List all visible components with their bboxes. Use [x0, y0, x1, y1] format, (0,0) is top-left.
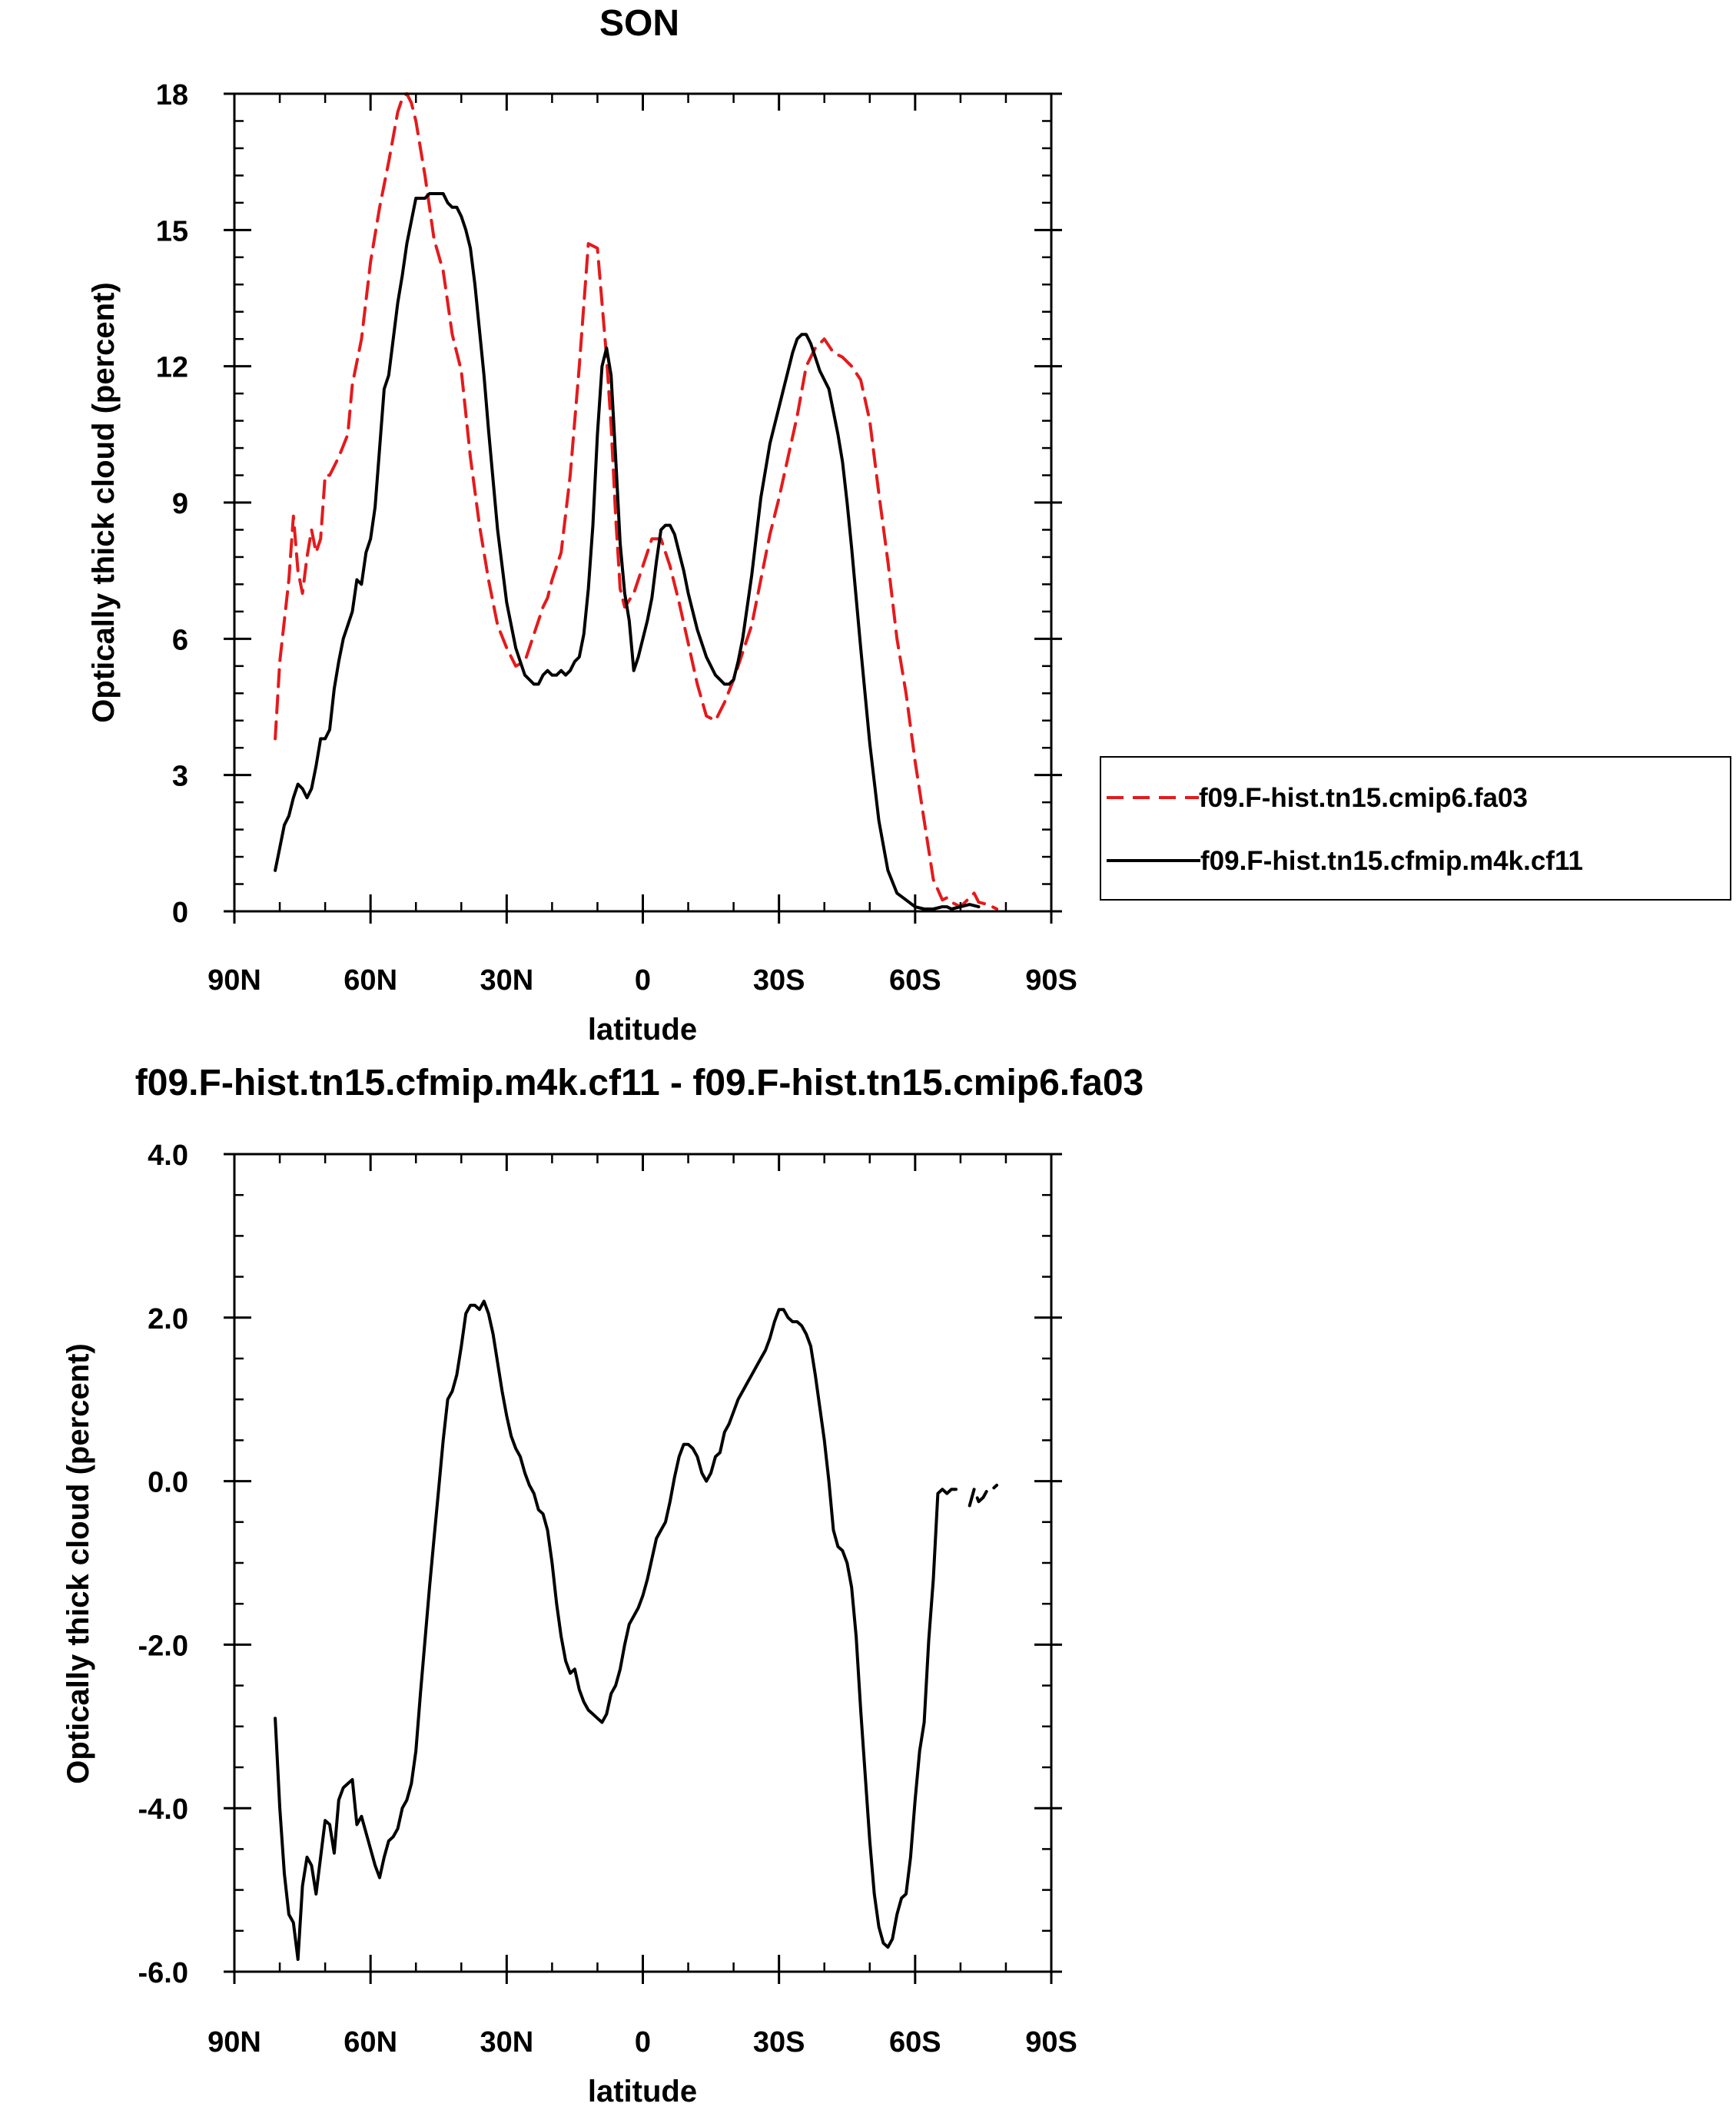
- x-tick-labels: 90N 60N 30N 0 30S 60S 90S: [207, 964, 1077, 997]
- x-axis-title: latitude: [588, 2075, 697, 2108]
- y-axis-title: Optically thick cloud (percent): [87, 282, 121, 722]
- x-tick-label: 30N: [480, 2026, 533, 2059]
- x-tick-labels: 90N 60N 30N 0 30S 60S 90S: [207, 2026, 1077, 2059]
- tick-marks: [224, 92, 1062, 924]
- x-tick-label: 90S: [1025, 2026, 1077, 2059]
- chart-title: SON: [599, 3, 679, 44]
- y-tick-labels: -6.0 -4.0 -2.0 0.0 2.0 4.0: [138, 1140, 188, 1989]
- y-tick-label: 9: [172, 488, 188, 520]
- top-series-group: [274, 92, 999, 911]
- bottom-series-line-0: [274, 1299, 958, 1961]
- chart-title: f09.F-hist.tn15.cfmip.m4k.cf11 - f09.F-h…: [135, 1063, 1144, 1103]
- y-tick-label: -6.0: [138, 1957, 188, 1989]
- legend: f09.F-hist.tn15.cmip6.fa03 f09.F-hist.tn…: [1100, 756, 1731, 901]
- y-tick-labels: 0 3 6 9 12 15 18: [156, 79, 188, 929]
- top-series-line-0: [274, 92, 999, 911]
- y-axis-title: Optically thick cloud (percent): [61, 1343, 95, 1783]
- top-series-line-1: [274, 192, 981, 911]
- x-axis-title: latitude: [588, 1013, 697, 1047]
- tick-marks: [224, 1153, 1062, 1984]
- top-chart: SON 90N 60N 30N 0 30S 60S 90S 0 3 6 9 12 15 18 latit…: [87, 3, 1731, 1047]
- y-tick-label: 4.0: [148, 1140, 188, 1172]
- x-tick-label: 60S: [889, 2026, 941, 2059]
- x-tick-label: 90N: [207, 2026, 261, 2059]
- bottom-series-line-1: [968, 1483, 999, 1508]
- legend-box: [1100, 756, 1731, 901]
- bottom-chart: f09.F-hist.tn15.cfmip.m4k.cf11 - f09.F-h…: [61, 1063, 1144, 2108]
- x-tick-label: 30S: [753, 2026, 805, 2059]
- bottom-series-group: [274, 1299, 999, 1961]
- legend-label-cfmip-m4k-cf11: f09.F-hist.tn15.cfmip.m4k.cf11: [1200, 846, 1583, 876]
- y-tick-label: 6: [172, 624, 188, 656]
- x-tick-label: 0: [635, 2026, 651, 2059]
- y-tick-label: -4.0: [138, 1793, 188, 1826]
- y-tick-label: -2.0: [138, 1630, 188, 1662]
- y-tick-label: 3: [172, 761, 188, 793]
- x-tick-label: 90N: [207, 964, 261, 997]
- y-tick-label: 12: [156, 352, 188, 384]
- y-tick-label: 2.0: [148, 1303, 188, 1335]
- x-tick-label: 60S: [889, 964, 941, 997]
- y-tick-label: 18: [156, 79, 188, 111]
- x-tick-label: 30N: [480, 964, 533, 997]
- x-tick-label: 30S: [753, 964, 805, 997]
- x-tick-label: 90S: [1025, 964, 1077, 997]
- x-tick-label: 60N: [344, 964, 397, 997]
- y-tick-label: 0.0: [148, 1467, 188, 1499]
- x-tick-label: 0: [635, 964, 651, 997]
- legend-label-cmip6-fa03: f09.F-hist.tn15.cmip6.fa03: [1199, 783, 1528, 813]
- y-tick-label: 0: [172, 897, 188, 929]
- y-tick-label: 15: [156, 215, 188, 247]
- x-tick-label: 60N: [344, 2026, 397, 2059]
